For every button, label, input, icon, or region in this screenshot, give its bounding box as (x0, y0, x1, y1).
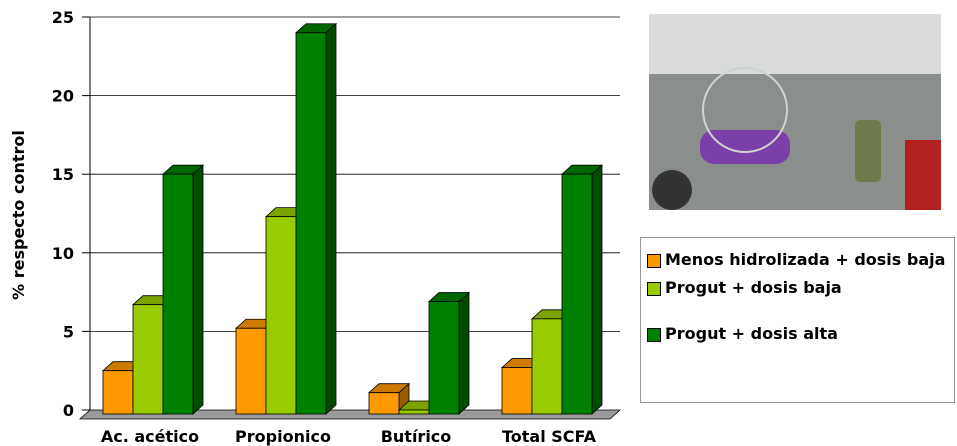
legend: Menos hidrolizada + dosis baja Progut + d… (640, 237, 955, 403)
bar (398, 409, 430, 415)
legend-item: Progut + dosis baja (647, 278, 950, 298)
photo (649, 14, 941, 210)
legend-swatch (647, 254, 661, 268)
x-tick-label: Ac. acético (101, 427, 199, 446)
x-tick-label: Butírico (381, 427, 452, 446)
bar (132, 304, 164, 415)
bar-side (591, 164, 603, 415)
y-axis-label: % respecto control (9, 130, 28, 300)
y-tick-label: 25 (52, 8, 74, 27)
bar (265, 216, 297, 415)
legend-swatch (647, 328, 661, 342)
bar (428, 301, 460, 415)
legend-label: Menos hidrolizada + dosis baja (665, 250, 946, 269)
bar (235, 327, 267, 415)
y-tick-label: 5 (63, 322, 74, 341)
x-tick-label: Propionico (235, 427, 331, 446)
bar-side (325, 22, 337, 415)
legend-swatch (647, 282, 661, 296)
bar (368, 392, 400, 415)
floor (78, 409, 622, 420)
x-tick-label: Total SCFA (502, 427, 597, 446)
legend-label: Progut + dosis baja (665, 278, 842, 297)
y-tick-label: 20 (52, 87, 74, 106)
bar (162, 173, 194, 415)
bar (501, 367, 533, 415)
y-tick-label: 0 (63, 401, 74, 420)
legend-item: Menos hidrolizada + dosis baja (647, 250, 950, 270)
bar (102, 370, 134, 415)
legend-item: Progut + dosis alta (647, 324, 950, 344)
y-tick-label: 15 (52, 165, 74, 184)
bar (531, 318, 563, 415)
bar-side (458, 291, 470, 415)
legend-label: Progut + dosis alta (665, 324, 838, 343)
bar (561, 173, 593, 415)
y-tick-label: 10 (52, 244, 74, 263)
bar-side (192, 164, 204, 415)
bar (295, 32, 327, 415)
